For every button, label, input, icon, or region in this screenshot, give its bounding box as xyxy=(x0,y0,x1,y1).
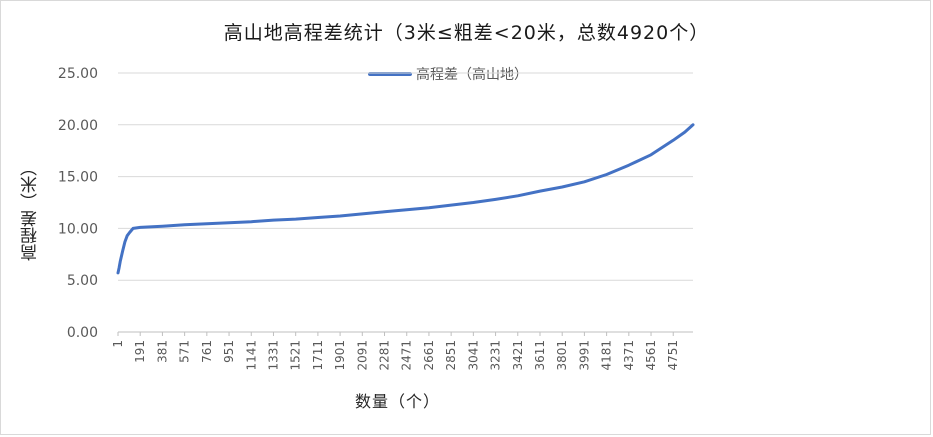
x-tick-label: 571 xyxy=(178,340,192,363)
x-tick-label: 1901 xyxy=(333,340,347,371)
legend-label: 高程差（高山地） xyxy=(416,67,528,83)
x-tick-label: 3041 xyxy=(466,340,480,371)
x-tick-label: 3611 xyxy=(533,340,547,371)
x-tick-label: 2851 xyxy=(444,340,458,371)
x-tick-label: 1521 xyxy=(289,340,303,371)
x-tick-label: 1 xyxy=(111,340,125,348)
legend-swatch xyxy=(368,72,412,76)
x-tick-label: 2471 xyxy=(400,340,414,371)
chart-title: 高山地高程差统计（3米≤粗差<20米，总数4920个） xyxy=(223,22,710,44)
x-tick-label: 4751 xyxy=(666,340,680,371)
x-tick-label: 2281 xyxy=(378,340,392,371)
x-tick-label: 3231 xyxy=(489,340,503,371)
chart-legend: 高程差（高山地） xyxy=(368,64,528,84)
x-tick-label: 761 xyxy=(200,340,214,363)
x-tick-label: 3421 xyxy=(511,340,525,371)
y-tick-label: 25.00 xyxy=(58,66,98,82)
y-tick-label: 15.00 xyxy=(58,170,98,186)
x-tick-label: 1141 xyxy=(244,340,258,371)
x-tick-label: 1711 xyxy=(311,340,325,371)
y-tick-label: 5.00 xyxy=(67,273,98,289)
x-tick-label: 4371 xyxy=(622,340,636,371)
x-tick-label: 1331 xyxy=(266,340,280,371)
x-tick-label: 381 xyxy=(155,340,169,363)
x-tick-label: 4561 xyxy=(644,340,658,371)
y-tick-label: 0.00 xyxy=(67,325,98,341)
x-tick-label: 951 xyxy=(222,340,236,363)
x-tick-label: 3801 xyxy=(555,340,569,371)
series-line xyxy=(116,123,695,275)
x-tick-label: 2661 xyxy=(422,340,436,371)
y-tick-label: 20.00 xyxy=(58,118,98,134)
x-axis-label: 数量（个） xyxy=(355,392,441,411)
y-tick-label: 10.00 xyxy=(58,221,98,237)
x-tick-label: 3991 xyxy=(577,340,591,371)
x-tick-label: 191 xyxy=(133,340,147,363)
x-tick-label: 4181 xyxy=(600,340,614,371)
x-tick-label: 2091 xyxy=(355,340,369,371)
